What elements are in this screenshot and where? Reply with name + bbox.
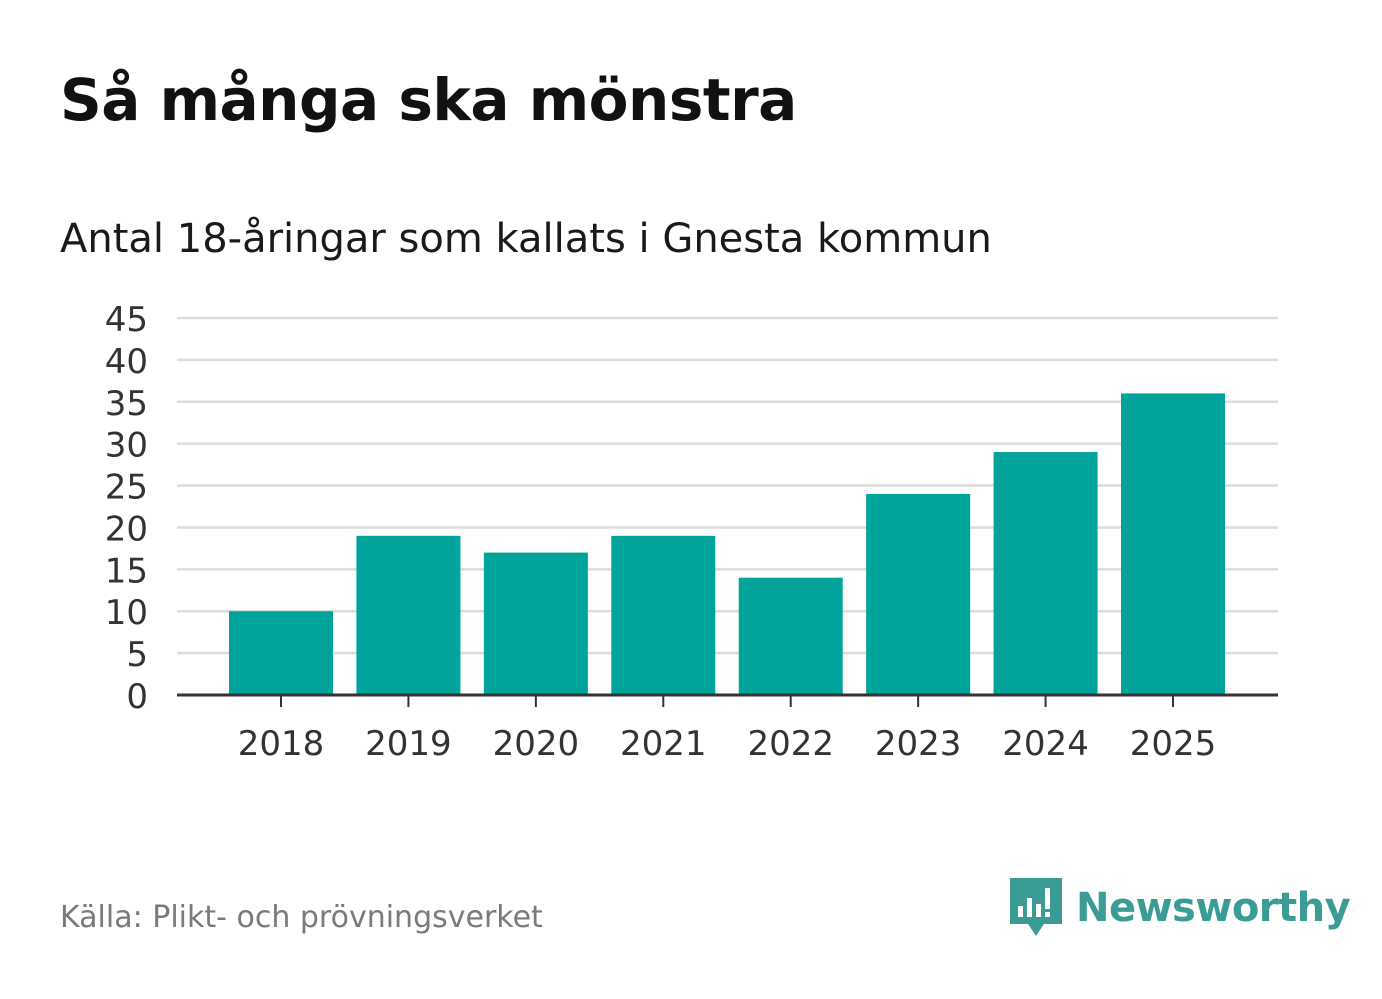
- x-tick-label: 2022: [747, 724, 834, 764]
- gridlines: [177, 316, 1278, 655]
- x-tick-label: 2020: [493, 724, 580, 764]
- y-tick-label: 15: [105, 551, 148, 591]
- y-tick-label: 0: [126, 677, 148, 717]
- brand-logo: Newsworthy: [1010, 878, 1351, 938]
- x-tick-label: 2018: [238, 724, 325, 764]
- bars: [229, 393, 1225, 695]
- bar-2025: [1121, 393, 1225, 695]
- y-tick-label: 45: [105, 300, 148, 340]
- bar-2022: [738, 577, 843, 695]
- bar-2019: [356, 535, 461, 695]
- x-tick-label: 2023: [875, 724, 962, 764]
- x-tick-label: 2019: [365, 724, 452, 764]
- y-tick-label: 20: [105, 509, 148, 549]
- chart-subtitle: Antal 18-åringar som kallats i Gnesta ko…: [60, 216, 992, 262]
- bar-2020: [483, 552, 588, 695]
- x-tick-label: 2025: [1130, 724, 1217, 764]
- bar-2023: [866, 493, 971, 695]
- chart-title: Så många ska mönstra: [60, 66, 797, 134]
- y-tick-label: 5: [126, 635, 148, 675]
- brand-name: Newsworthy: [1076, 885, 1351, 931]
- source-note: Källa: Plikt- och prövningsverket: [60, 900, 543, 935]
- x-tick-label: 2021: [620, 724, 707, 764]
- y-tick-label: 40: [105, 342, 148, 382]
- x-axis-ticks: 2018 2019 2020 2021 2022 2023 2024 2025: [238, 695, 1217, 764]
- y-tick-label: 30: [105, 426, 148, 466]
- y-tick-label: 35: [105, 384, 148, 424]
- bar-2018: [229, 611, 333, 695]
- bar-2024: [993, 452, 1098, 695]
- x-tick-label: 2024: [1002, 724, 1089, 764]
- bar-2021: [611, 535, 716, 695]
- y-tick-label: 10: [105, 593, 148, 633]
- newsworthy-logo-icon: [1010, 878, 1062, 936]
- y-tick-label: 25: [105, 468, 148, 508]
